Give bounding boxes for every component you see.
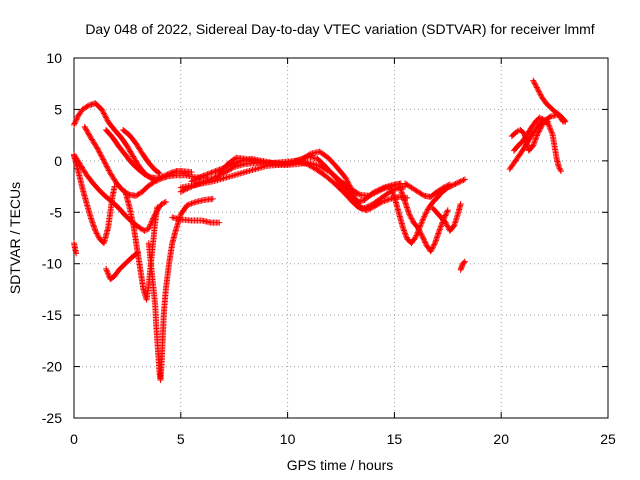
series-track [145,195,216,383]
y-tick-label: -5 [50,204,63,220]
y-tick-label: -20 [42,359,62,375]
data-point-markers [169,214,223,226]
series-track [169,214,223,226]
series-track [120,127,163,177]
series-track [402,180,453,200]
data-point-markers [530,77,569,125]
data-point-markers [103,127,195,182]
series-track [429,201,464,234]
x-tick-label: 15 [387,431,403,447]
series-track [387,176,468,247]
series-track [530,77,569,125]
x-tick-label: 5 [177,431,185,447]
y-tick-label: -10 [42,256,62,272]
data-point-markers [511,114,552,154]
y-tick-label: 5 [54,101,62,117]
data-point-markers [177,159,398,199]
x-tick-label: 25 [600,431,616,447]
y-tick-label: -15 [42,307,62,323]
x-tick-label: 20 [493,431,509,447]
plot-frame [73,57,609,419]
data-points [71,77,569,383]
series-track [71,240,80,257]
series-track [103,249,142,283]
data-point-markers [387,176,468,247]
y-tick-label: -25 [42,410,62,426]
x-tick-label: 0 [70,431,78,447]
series-track [103,127,195,182]
data-point-markers [120,127,163,177]
x-tick-label: 10 [280,431,296,447]
data-point-markers [71,240,80,257]
series-track [457,258,468,273]
x-axis-title: GPS time / hours [287,457,394,473]
series-track [177,159,398,199]
y-axis-title: SDTVAR / TECUs [7,182,23,294]
data-point-markers [145,195,216,383]
data-point-markers [103,249,142,283]
y-tick-label: 0 [54,153,62,169]
data-point-markers [402,180,453,200]
grid [74,58,608,418]
data-point-markers [457,258,468,273]
axis-ticks: 0 5 10 15 20 25 10 5 0 -5 -10 -15 -20 -25 [42,50,616,447]
y-tick-label: 10 [46,50,62,66]
chart-title: Day 048 of 2022, Sidereal Day-to-day VTE… [85,21,594,37]
data-point-markers [429,201,464,234]
series-track [511,114,552,154]
